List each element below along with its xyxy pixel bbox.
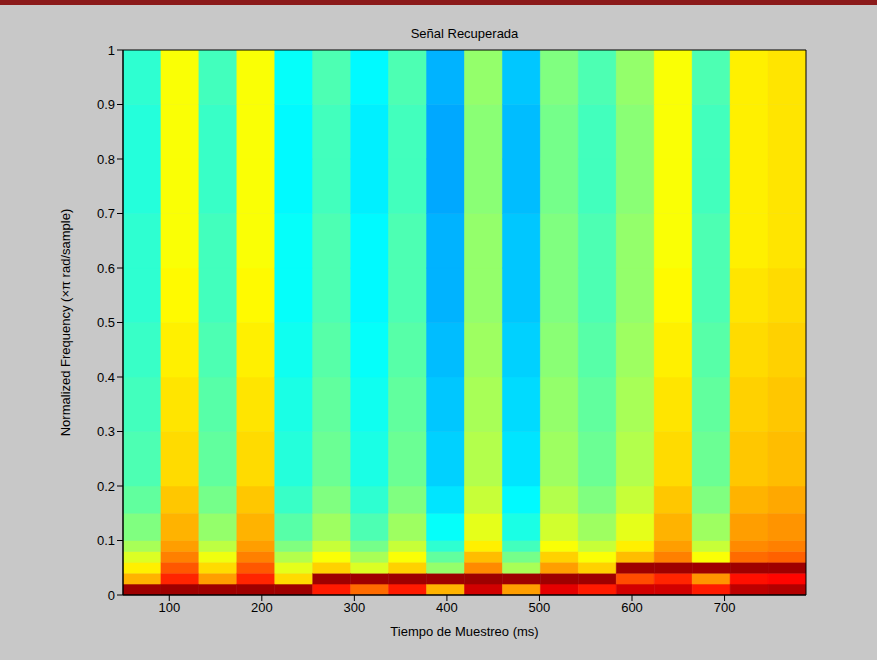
svg-text:500: 500 bbox=[529, 600, 551, 615]
svg-text:1: 1 bbox=[108, 43, 115, 58]
svg-text:300: 300 bbox=[344, 600, 366, 615]
html-text:Señal Recuperada: Señal Recuperada bbox=[410, 26, 519, 41]
svg-text:0: 0 bbox=[108, 588, 115, 603]
svg-text:0.4: 0.4 bbox=[97, 370, 115, 385]
svg-text:0.5: 0.5 bbox=[97, 315, 115, 330]
svg-text:0.7: 0.7 bbox=[97, 206, 115, 221]
svg-text:0.1: 0.1 bbox=[97, 533, 115, 548]
svg-text:100: 100 bbox=[158, 600, 180, 615]
svg-text:0.8: 0.8 bbox=[97, 152, 115, 167]
svg-text:Tiempo de Muestreo (ms): Tiempo de Muestreo (ms) bbox=[390, 624, 538, 639]
svg-text:0.6: 0.6 bbox=[97, 261, 115, 276]
svg-text:400: 400 bbox=[436, 600, 458, 615]
svg-text:700: 700 bbox=[714, 600, 736, 615]
svg-text:0.9: 0.9 bbox=[97, 97, 115, 112]
svg-text:0.3: 0.3 bbox=[97, 424, 115, 439]
svg-text:200: 200 bbox=[251, 600, 273, 615]
svg-text:600: 600 bbox=[621, 600, 643, 615]
svg-text:Normalized Frequency (×π rad/s: Normalized Frequency (×π rad/sample) bbox=[58, 209, 73, 437]
svg-text:0.2: 0.2 bbox=[97, 479, 115, 494]
